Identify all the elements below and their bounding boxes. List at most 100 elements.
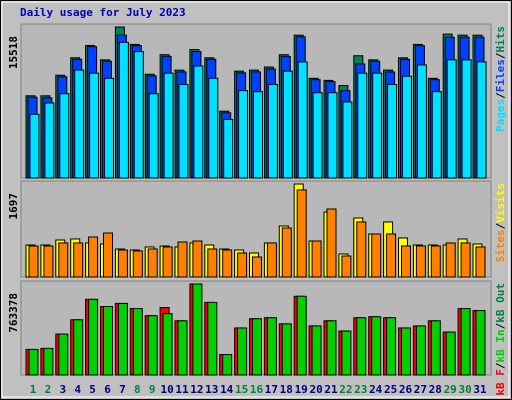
bar [59, 93, 70, 179]
bar [281, 323, 292, 376]
bar [252, 318, 262, 376]
bar [223, 118, 234, 179]
x-tick-label: 22 [339, 383, 352, 396]
bar [237, 252, 248, 278]
legend-separator: / [494, 362, 507, 369]
legend-entry: Hits [494, 26, 507, 53]
bar [430, 320, 441, 376]
bar [281, 227, 292, 278]
bar [73, 242, 84, 278]
bar [117, 302, 128, 376]
bar [178, 83, 189, 179]
bar [43, 347, 54, 376]
bar [357, 72, 368, 179]
x-tick-label: 23 [354, 383, 367, 396]
bar [401, 327, 411, 376]
legend-entry: Files [494, 59, 507, 92]
legend-separator: / [494, 222, 507, 229]
bar [118, 41, 129, 179]
x-tick-label: 16 [250, 383, 264, 396]
bar [74, 69, 85, 179]
bar [133, 51, 144, 179]
bar [267, 83, 278, 179]
bar [147, 315, 158, 376]
x-tick-label: 25 [384, 383, 397, 396]
bar [28, 245, 39, 278]
bar [43, 245, 54, 278]
x-tick-label: 2 [45, 383, 52, 396]
bar [162, 313, 173, 376]
bar [326, 320, 337, 376]
x-tick-label: 29 [444, 383, 457, 396]
bar [312, 92, 323, 179]
bar [266, 317, 277, 376]
legend: Sites/Visits [494, 183, 507, 263]
legend-entry: Pages [494, 99, 507, 132]
bar [416, 64, 427, 179]
legend-separator: / [494, 322, 507, 329]
bar [208, 77, 219, 179]
bar [88, 298, 99, 376]
legend-entry: kB In [494, 329, 507, 362]
x-tick-label: 7 [119, 383, 126, 396]
bar [342, 101, 353, 179]
bar [252, 256, 262, 278]
chart-title: Daily usage for July 2023 [20, 6, 186, 19]
bar [207, 248, 218, 278]
bar [177, 320, 188, 376]
bar [386, 233, 397, 278]
bar [253, 91, 263, 179]
bar [371, 316, 382, 376]
x-tick-label: 6 [104, 383, 111, 396]
bar [326, 208, 337, 278]
bar [371, 233, 382, 278]
x-tick-label: 5 [89, 383, 96, 396]
bar [356, 221, 367, 278]
x-tick-label: 31 [473, 383, 487, 396]
bar [461, 59, 472, 179]
bar [117, 249, 128, 278]
legend: Pages/Files/Hits [494, 26, 507, 132]
bar [222, 249, 233, 278]
bar [415, 245, 426, 278]
x-tick-label: 28 [429, 383, 442, 396]
bar [28, 348, 39, 376]
legend-entry: kB Out [494, 283, 507, 323]
x-tick-label: 27 [414, 383, 427, 396]
x-tick-label: 21 [324, 383, 338, 396]
bar [297, 61, 308, 179]
bar [104, 77, 114, 179]
bar [238, 90, 249, 179]
y-max-label: 15518 [7, 36, 20, 69]
bar [58, 242, 69, 278]
bar [88, 236, 99, 278]
bar [103, 232, 113, 278]
bar [192, 240, 203, 278]
bar [44, 102, 55, 179]
bar [296, 189, 307, 278]
y-max-label: 1697 [7, 193, 20, 220]
bar [163, 72, 174, 179]
bar [147, 248, 158, 278]
bar [132, 250, 143, 278]
bar [430, 245, 441, 278]
x-tick-label: 30 [458, 383, 471, 396]
bar [445, 331, 456, 376]
bar [386, 317, 397, 376]
x-tick-label: 1 [30, 383, 37, 396]
x-tick-label: 19 [295, 383, 308, 396]
bar [460, 308, 471, 376]
bar [311, 240, 322, 278]
bar [58, 333, 69, 376]
bar [402, 75, 412, 179]
bar [192, 283, 203, 376]
bar [148, 93, 159, 179]
x-tick-label: 17 [265, 383, 278, 396]
x-tick-label: 8 [134, 383, 141, 396]
bar [296, 295, 307, 376]
bar [282, 70, 293, 179]
bar [445, 242, 456, 278]
legend-entry: Visits [494, 183, 507, 223]
x-tick-label: 26 [399, 383, 413, 396]
